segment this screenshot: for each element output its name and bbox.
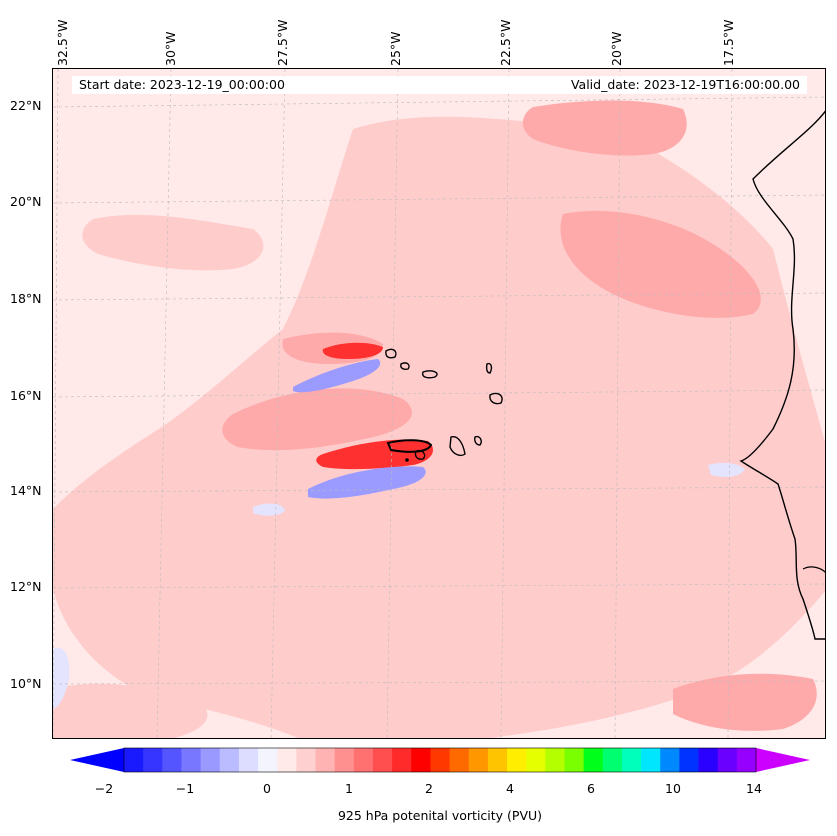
colorbar-segment [219, 748, 240, 772]
colorbar-segment [526, 748, 546, 772]
colorbar-segment [545, 748, 565, 772]
colorbar-segment [736, 748, 757, 772]
pv-field-map [53, 69, 825, 738]
colorbar-segment [449, 748, 470, 772]
colorbar-segment [564, 748, 585, 772]
colorbar-segment [143, 748, 163, 772]
colorbar-segment [200, 748, 221, 772]
date-header: Start date: 2023-12-19_00:00:00 Valid_da… [72, 76, 807, 94]
colorbar-label: 925 hPa potenital vorticity (PVU) [337, 808, 543, 823]
colorbar-tick-1: 1 [345, 781, 353, 796]
lat-label-18n: 18°N [10, 291, 42, 306]
lat-label-12n: 12°N [10, 579, 42, 594]
colorbar-segment [641, 748, 661, 772]
colorbar-segment [717, 748, 738, 772]
colorbar-tick-0: 0 [263, 781, 271, 796]
valid-date-text: Valid_date: 2023-12-19T16:00:00.00 [570, 77, 800, 92]
colorbar-segment [372, 748, 393, 772]
graticule [53, 69, 825, 738]
lon-label-27-5w: 27.5°W [275, 19, 290, 66]
negative-pv-areas [293, 359, 426, 499]
colorbar-segment [124, 748, 144, 772]
start-date-text: Start date: 2023-12-19_00:00:00 [79, 77, 285, 92]
colorbar-segment [296, 748, 317, 772]
lat-label-10n: 10°N [10, 676, 42, 691]
colorbar-segment [507, 748, 527, 772]
colorbar-outline [123, 747, 757, 773]
colorbar-segment [468, 748, 489, 772]
moderate-positive-pv-areas [222, 100, 817, 731]
colorbar-over-arrow [756, 748, 810, 772]
colorbar-segment [258, 748, 278, 772]
brava-island [405, 458, 409, 462]
lat-label-22n: 22°N [10, 98, 42, 113]
colorbar-segment [583, 748, 604, 772]
colorbar-segment [334, 748, 355, 772]
colorbar-segment [487, 748, 508, 772]
lon-label-25w: 25°W [388, 31, 403, 66]
colorbar-segment [181, 748, 202, 772]
colorbar-segment [315, 748, 336, 772]
colorbar-tick-neg1: −1 [175, 781, 195, 796]
colorbar-segment [353, 748, 374, 772]
colorbar [70, 747, 810, 773]
colorbar-segment [602, 748, 623, 772]
cape-verde-islands [385, 348, 503, 460]
colorbar-segment [392, 748, 412, 772]
lat-label-16n: 16°N [10, 388, 42, 403]
lon-label-22-5w: 22.5°W [498, 19, 513, 66]
colorbar-tick-6: 6 [587, 781, 595, 796]
map-panel[interactable] [52, 68, 826, 739]
colorbar-segment [238, 748, 259, 772]
colorbar-segment [430, 748, 451, 772]
colorbar-tick-4: 4 [506, 781, 514, 796]
colorbar-segment [621, 748, 642, 772]
colorbar-tick-2: 2 [425, 781, 433, 796]
lat-label-20n: 20°N [10, 194, 42, 209]
africa-coastline [739, 110, 825, 640]
colorbar-tick-10: 10 [665, 781, 681, 796]
strong-positive-pv-areas [316, 342, 433, 470]
colorbar-segment [277, 748, 297, 772]
colorbar-tick-14: 14 [746, 781, 762, 796]
lon-label-17-5w: 17.5°W [721, 19, 736, 66]
gambia-coastline [802, 566, 825, 573]
colorbar-segments [124, 748, 757, 772]
colorbar-segment [660, 748, 680, 772]
colorbar-segment [698, 748, 719, 772]
lon-label-20w: 20°W [609, 31, 624, 66]
lat-label-14n: 14°N [10, 483, 42, 498]
colorbar-segment [411, 748, 431, 772]
colorbar-tick-neg2: −2 [94, 781, 114, 796]
colorbar-under-arrow [70, 748, 124, 772]
weak-negative-pv-areas [53, 462, 745, 709]
lon-label-32-5w: 32.5°W [55, 19, 70, 66]
colorbar-segment [162, 748, 182, 772]
colorbar-segment [679, 748, 700, 772]
lon-label-30w: 30°W [163, 31, 178, 66]
